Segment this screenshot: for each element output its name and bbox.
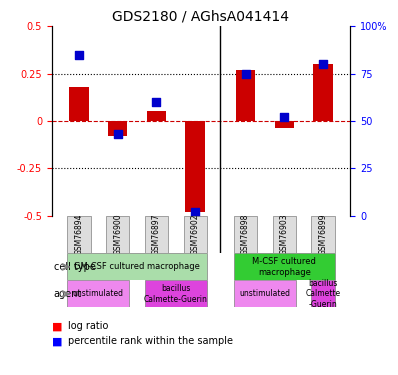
Point (192, 209, 198, 215)
Bar (313, 64, 333, 121)
Text: GSM76903: GSM76903 (280, 214, 289, 255)
FancyBboxPatch shape (67, 280, 129, 308)
FancyBboxPatch shape (273, 216, 296, 254)
Point (153, 99, 160, 105)
Point (242, 70, 249, 76)
Point (320, 61, 326, 67)
Text: ■: ■ (52, 321, 62, 331)
Point (76, 52, 82, 58)
Text: unstimulated: unstimulated (240, 290, 291, 298)
Text: log ratio: log ratio (68, 321, 108, 331)
Bar (108, 121, 127, 136)
Text: M-CSF cultured
macrophage: M-CSF cultured macrophage (252, 257, 316, 277)
FancyBboxPatch shape (106, 216, 129, 254)
Text: bacillus
Calmette
-Guerin: bacillus Calmette -Guerin (306, 279, 341, 309)
Point (115, 131, 121, 137)
Text: GSM76899: GSM76899 (319, 214, 328, 255)
Text: GSM76900: GSM76900 (113, 214, 122, 255)
Bar (185, 121, 205, 212)
Text: GSM76894: GSM76894 (74, 214, 83, 255)
Text: percentile rank within the sample: percentile rank within the sample (68, 336, 233, 346)
FancyBboxPatch shape (145, 216, 168, 254)
Point (281, 114, 287, 120)
Text: ■: ■ (52, 336, 62, 346)
Text: agent: agent (54, 289, 82, 299)
Text: GSM76902: GSM76902 (191, 214, 200, 255)
FancyBboxPatch shape (145, 280, 207, 308)
Bar (275, 121, 294, 129)
FancyBboxPatch shape (234, 254, 335, 280)
Title: GDS2180 / AGhsA041414: GDS2180 / AGhsA041414 (113, 10, 289, 24)
Text: GM-CSF cultured macrophage: GM-CSF cultured macrophage (74, 262, 200, 272)
Bar (69, 87, 89, 121)
Text: unstimulated: unstimulated (73, 290, 124, 298)
FancyBboxPatch shape (183, 216, 207, 254)
FancyBboxPatch shape (67, 216, 90, 254)
Bar (147, 111, 166, 121)
Text: GSM76897: GSM76897 (152, 214, 161, 255)
Text: cell type: cell type (54, 262, 96, 272)
Text: bacillus
Calmette-Guerin: bacillus Calmette-Guerin (144, 284, 208, 304)
FancyBboxPatch shape (234, 216, 257, 254)
FancyBboxPatch shape (312, 280, 335, 308)
Text: GSM76898: GSM76898 (241, 214, 250, 255)
FancyBboxPatch shape (312, 216, 335, 254)
FancyBboxPatch shape (234, 280, 296, 308)
Bar (236, 70, 255, 121)
FancyBboxPatch shape (67, 254, 207, 280)
